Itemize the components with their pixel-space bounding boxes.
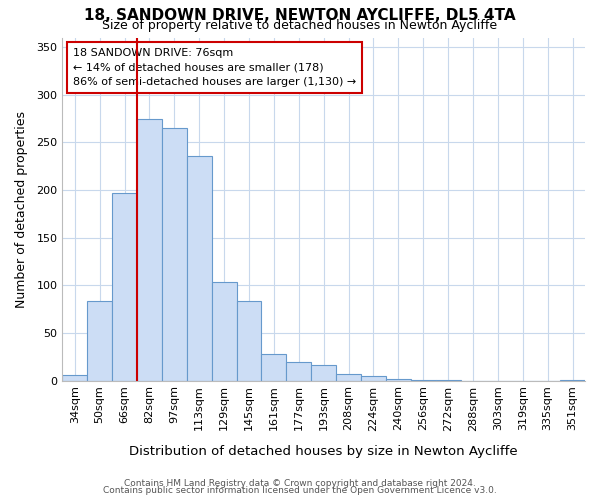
Text: Size of property relative to detached houses in Newton Aycliffe: Size of property relative to detached ho… <box>103 18 497 32</box>
Bar <box>62 375 87 380</box>
Text: 18, SANDOWN DRIVE, NEWTON AYCLIFFE, DL5 4TA: 18, SANDOWN DRIVE, NEWTON AYCLIFFE, DL5 … <box>84 8 516 22</box>
Bar <box>336 374 361 380</box>
Bar <box>137 118 162 380</box>
Y-axis label: Number of detached properties: Number of detached properties <box>15 110 28 308</box>
Text: 18 SANDOWN DRIVE: 76sqm
← 14% of detached houses are smaller (178)
86% of semi-d: 18 SANDOWN DRIVE: 76sqm ← 14% of detache… <box>73 48 356 88</box>
Bar <box>162 128 187 380</box>
Bar <box>212 282 236 380</box>
Bar <box>262 354 286 380</box>
Bar <box>87 300 112 380</box>
Bar <box>236 300 262 380</box>
Bar <box>311 366 336 380</box>
Bar <box>187 156 212 380</box>
Bar <box>361 376 386 380</box>
Text: Contains public sector information licensed under the Open Government Licence v3: Contains public sector information licen… <box>103 486 497 495</box>
Bar <box>112 193 137 380</box>
Bar <box>286 362 311 380</box>
Bar <box>386 378 411 380</box>
X-axis label: Distribution of detached houses by size in Newton Aycliffe: Distribution of detached houses by size … <box>130 444 518 458</box>
Text: Contains HM Land Registry data © Crown copyright and database right 2024.: Contains HM Land Registry data © Crown c… <box>124 478 476 488</box>
